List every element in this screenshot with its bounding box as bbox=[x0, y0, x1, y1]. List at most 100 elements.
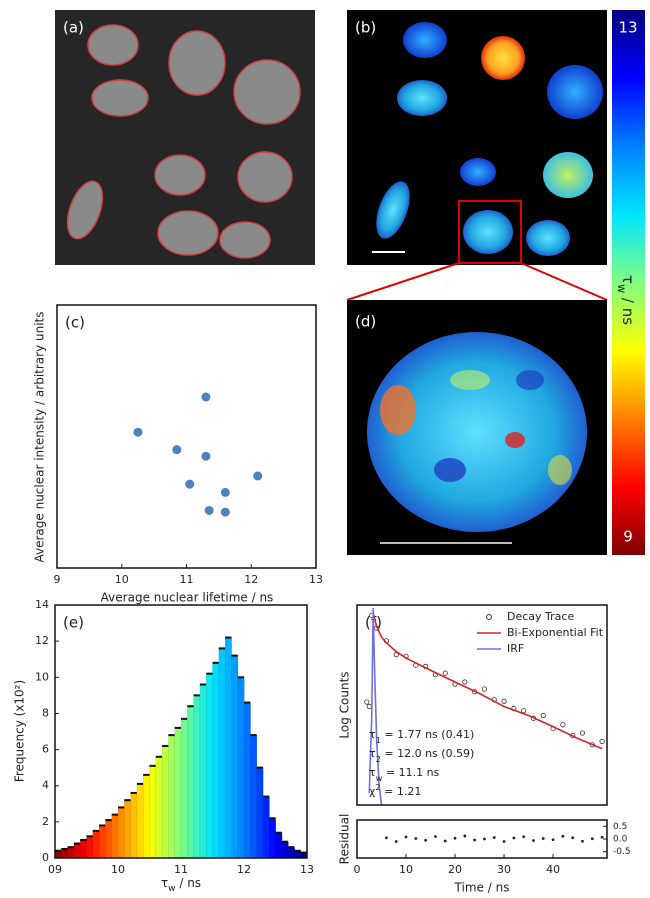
point bbox=[502, 840, 506, 843]
chart: 09 10 11 12 13 0 2 4 6 8 10 12 14 (e) bbox=[35, 598, 314, 876]
label-part: = 1.21 bbox=[381, 785, 422, 798]
nucleus bbox=[543, 152, 593, 198]
point bbox=[561, 834, 565, 838]
bar bbox=[206, 673, 213, 859]
plot-bg bbox=[57, 305, 316, 568]
y-tick-label: 12 bbox=[35, 634, 49, 647]
x-tick-label: 09 bbox=[48, 863, 62, 876]
chart: 9 10 11 12 13 (c) bbox=[54, 304, 323, 586]
bar bbox=[111, 814, 119, 859]
label-part: w bbox=[616, 284, 629, 293]
point bbox=[253, 471, 263, 481]
zoom-box bbox=[458, 200, 522, 264]
bar bbox=[86, 836, 94, 859]
bar bbox=[130, 792, 138, 859]
point bbox=[185, 479, 195, 489]
label-part: = 1.77 ns (0.41) bbox=[381, 728, 474, 741]
bar bbox=[143, 774, 150, 859]
image-a: (a) bbox=[55, 10, 315, 265]
point bbox=[483, 837, 486, 841]
x-tick-label: 40 bbox=[546, 863, 560, 876]
bar bbox=[67, 847, 75, 859]
point bbox=[600, 835, 604, 839]
y-tick-label: -0.5 bbox=[613, 847, 631, 857]
point bbox=[522, 835, 526, 839]
x-tick-label: 10 bbox=[399, 863, 413, 876]
label-part: w bbox=[376, 773, 383, 783]
decay-point bbox=[560, 722, 566, 728]
bar bbox=[149, 765, 157, 859]
point bbox=[443, 839, 447, 843]
label-part: = 11.1 ns bbox=[382, 766, 439, 779]
point bbox=[220, 507, 230, 517]
point bbox=[201, 392, 211, 402]
x-tick-label: 11 bbox=[180, 573, 194, 586]
zoom-line bbox=[346, 262, 460, 301]
x-tick-label: 9 bbox=[54, 573, 61, 586]
nucleus bbox=[91, 79, 149, 117]
label-part: 2 bbox=[376, 754, 381, 764]
decay-point bbox=[364, 699, 370, 705]
y-tick-label: 0 bbox=[42, 851, 49, 864]
plot-bg bbox=[357, 605, 607, 805]
bar bbox=[73, 843, 81, 859]
bar bbox=[92, 830, 100, 859]
bar bbox=[105, 819, 113, 859]
point bbox=[394, 840, 398, 843]
bar bbox=[294, 850, 302, 859]
nucleus bbox=[547, 65, 603, 119]
series-line bbox=[372, 613, 603, 750]
nucleus bbox=[403, 22, 447, 58]
bar bbox=[180, 718, 188, 859]
point bbox=[424, 838, 428, 842]
nucleus bbox=[526, 220, 570, 256]
colorbar: 13 9 bbox=[612, 10, 645, 555]
y-axis-label: Frequency (x10²) bbox=[13, 680, 27, 782]
point bbox=[571, 836, 575, 840]
panel-label: (a) bbox=[63, 19, 84, 37]
nucleus bbox=[168, 30, 226, 96]
annotation: τw = 11.1 ns bbox=[369, 766, 440, 783]
label-part: τ bbox=[369, 747, 376, 760]
point bbox=[532, 839, 535, 842]
y-tick-label: 10 bbox=[35, 670, 49, 683]
decay-point bbox=[599, 738, 605, 744]
patch bbox=[450, 370, 490, 390]
decay-point bbox=[442, 670, 448, 676]
label-part: τ bbox=[161, 876, 168, 890]
bar bbox=[224, 637, 232, 859]
panel-label: (e) bbox=[63, 614, 84, 632]
colorbar-label: τw / ns bbox=[616, 275, 638, 325]
bar bbox=[262, 796, 270, 859]
bar bbox=[187, 706, 195, 859]
nucleus bbox=[463, 210, 513, 254]
plot-frame bbox=[356, 604, 608, 806]
bar bbox=[136, 783, 144, 859]
bar bbox=[212, 662, 220, 859]
plot-frame bbox=[356, 819, 608, 859]
bar bbox=[124, 800, 132, 859]
x-tick-label: 20 bbox=[448, 863, 462, 876]
point bbox=[512, 836, 516, 840]
bar bbox=[61, 848, 69, 859]
y-tick-label: 2 bbox=[42, 815, 49, 828]
bar bbox=[218, 648, 226, 859]
point bbox=[590, 837, 594, 841]
point bbox=[220, 487, 230, 497]
label-part: 1 bbox=[376, 735, 381, 745]
x-tick-label: 12 bbox=[237, 863, 251, 876]
nucleus bbox=[219, 221, 271, 259]
bar bbox=[117, 807, 125, 859]
y-tick-label: 14 bbox=[35, 598, 49, 611]
series-line bbox=[368, 608, 383, 806]
point bbox=[541, 837, 545, 840]
bar bbox=[193, 695, 201, 859]
bar bbox=[287, 847, 295, 859]
chart: 0 10 20 30 40 0.5 0.0 -0.5 bbox=[354, 819, 631, 876]
bar bbox=[250, 734, 258, 859]
nucleus bbox=[460, 158, 496, 186]
y-tick-label: 6 bbox=[42, 743, 49, 756]
x-tick-label: 12 bbox=[244, 573, 258, 586]
bar bbox=[243, 702, 251, 859]
legend-label: Bi-Exponential Fit bbox=[507, 626, 604, 639]
